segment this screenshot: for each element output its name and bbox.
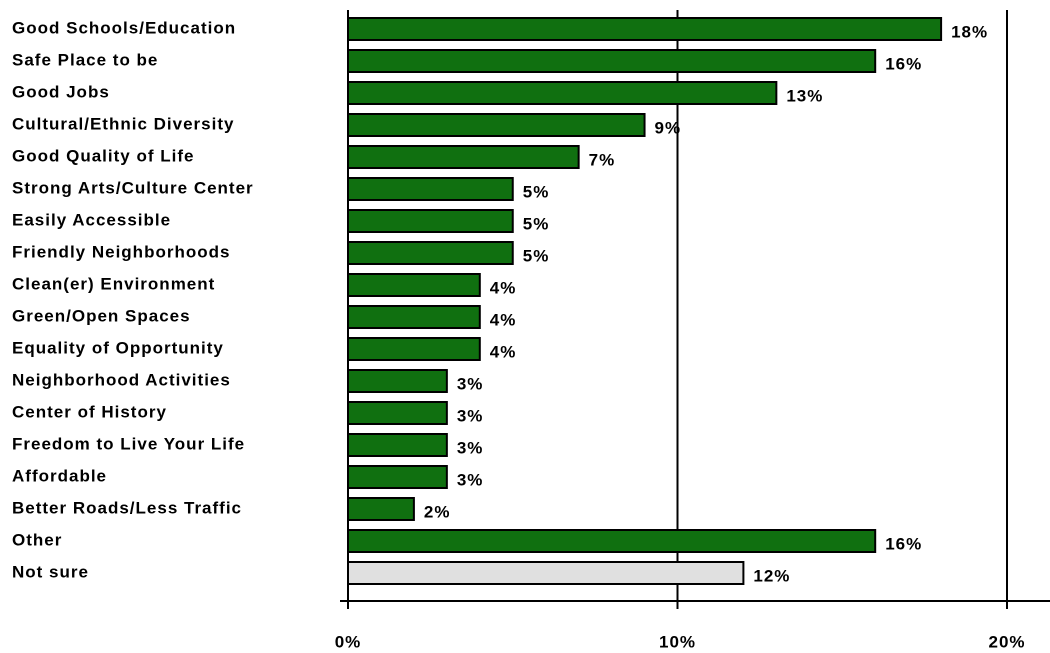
value-label: 12% — [753, 566, 790, 585]
bar — [347, 81, 778, 105]
y-tick-label: Cultural/Ethnic Diversity — [12, 114, 234, 133]
value-label: 9% — [655, 118, 682, 137]
bar — [347, 113, 646, 137]
y-tick-label: Center of History — [12, 402, 167, 421]
value-label: 5% — [523, 246, 550, 265]
y-tick-label: Good Schools/Education — [12, 18, 236, 37]
y-tick-label: Affordable — [12, 466, 107, 485]
value-label: 2% — [424, 502, 451, 521]
y-tick-label: Clean(er) Environment — [12, 274, 215, 293]
x-tick-label: 0% — [335, 632, 362, 651]
bar — [347, 497, 415, 521]
bar — [347, 465, 448, 489]
bar — [347, 369, 448, 393]
bar — [347, 177, 514, 201]
value-label: 3% — [457, 374, 484, 393]
y-tick-label: Green/Open Spaces — [12, 306, 191, 325]
value-label: 3% — [457, 438, 484, 457]
bar — [347, 145, 580, 169]
y-tick-label: Neighborhood Activities — [12, 370, 231, 389]
y-tick-label: Easily Accessible — [12, 210, 171, 229]
bar — [347, 241, 514, 265]
value-label: 5% — [523, 214, 550, 233]
bar — [347, 273, 481, 297]
x-tick-label: 10% — [659, 632, 696, 651]
bar — [347, 337, 481, 361]
bar — [347, 401, 448, 425]
value-label: 4% — [490, 278, 517, 297]
y-tick-label: Friendly Neighborhoods — [12, 242, 230, 261]
bar — [347, 529, 877, 553]
y-tick-label: Strong Arts/Culture Center — [12, 178, 254, 197]
bar — [347, 433, 448, 457]
y-tick-label: Not sure — [12, 562, 89, 581]
value-label: 4% — [490, 310, 517, 329]
y-tick-label: Good Quality of Life — [12, 146, 194, 165]
value-label: 13% — [786, 86, 823, 105]
value-label: 3% — [457, 470, 484, 489]
y-tick-label: Other — [12, 530, 62, 549]
value-label: 16% — [885, 54, 922, 73]
value-label: 4% — [490, 342, 517, 361]
value-label: 18% — [951, 22, 988, 41]
value-label: 3% — [457, 406, 484, 425]
value-label: 5% — [523, 182, 550, 201]
y-tick-label: Safe Place to be — [12, 50, 158, 69]
x-tick-label: 20% — [988, 632, 1025, 651]
y-tick-label: Better Roads/Less Traffic — [12, 498, 242, 517]
bar — [347, 305, 481, 329]
value-label: 16% — [885, 534, 922, 553]
value-label: 7% — [589, 150, 616, 169]
bar — [347, 561, 745, 585]
y-tick-label: Equality of Opportunity — [12, 338, 224, 357]
bar — [347, 49, 877, 73]
bar — [347, 17, 943, 41]
y-tick-label: Good Jobs — [12, 82, 110, 101]
bar — [347, 209, 514, 233]
y-tick-label: Freedom to Live Your Life — [12, 434, 245, 453]
